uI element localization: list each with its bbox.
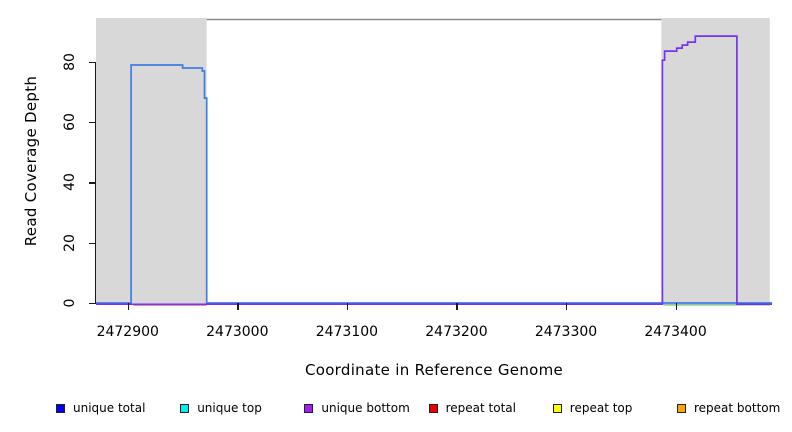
- y-tick-label: 40: [62, 173, 78, 192]
- legend-label: unique total: [73, 401, 146, 415]
- plot-area: [96, 18, 772, 306]
- legend-label: unique top: [197, 401, 262, 415]
- legend-item: repeat top: [552, 401, 633, 415]
- legend-swatch-icon: [304, 403, 314, 413]
- x-tick-label: 2472900: [96, 324, 159, 340]
- x-tick-label: 2473400: [644, 324, 707, 340]
- y-tick-mark: [89, 122, 96, 124]
- y-tick-mark: [89, 182, 96, 184]
- legend-item: repeat bottom: [677, 401, 780, 415]
- legend-label: repeat top: [569, 401, 633, 415]
- y-tick-label: 60: [62, 113, 78, 132]
- x-tick-mark: [675, 303, 677, 310]
- y-tick-mark: [89, 242, 96, 244]
- x-tick-mark: [566, 303, 568, 310]
- x-tick-mark: [346, 303, 349, 310]
- legend-swatch-icon: [56, 403, 65, 413]
- legend-item: unique bottom: [304, 401, 410, 415]
- legend-item: unique total: [56, 401, 145, 415]
- y-tick-label: 80: [62, 53, 78, 71]
- legend-label: repeat bottom: [694, 401, 781, 415]
- x-tick-mark: [237, 303, 239, 310]
- legend-swatch-icon: [552, 403, 562, 413]
- legend-swatch-icon: [428, 403, 438, 413]
- x-tick-label: 2473100: [315, 324, 379, 340]
- series-unique-bottom: [96, 35, 772, 306]
- x-tick-label: 2473000: [206, 324, 269, 340]
- repeat-region-right: [661, 18, 770, 303]
- legend-label: repeat total: [445, 401, 516, 415]
- y-tick-mark: [89, 61, 96, 64]
- legend-item: repeat total: [428, 401, 516, 415]
- y-tick-mark: [89, 303, 96, 305]
- legend-swatch-icon: [677, 403, 686, 413]
- y-axis-title: Read Coverage Depth: [22, 75, 40, 247]
- x-tick-label: 2473200: [425, 324, 488, 340]
- y-tick-label: 0: [62, 298, 78, 308]
- x-axis-title: Coordinate in Reference Genome: [304, 361, 564, 379]
- repeat-region-left: [96, 18, 207, 303]
- legend-swatch-icon: [180, 403, 190, 413]
- x-tick-mark: [456, 303, 458, 310]
- legend-item: unique top: [180, 401, 262, 415]
- legend-label: unique bottom: [321, 401, 410, 415]
- x-tick-mark: [127, 303, 129, 310]
- x-tick-label: 2473300: [534, 324, 598, 340]
- series-unique-total: [96, 64, 772, 304]
- y-tick-label: 20: [62, 233, 78, 252]
